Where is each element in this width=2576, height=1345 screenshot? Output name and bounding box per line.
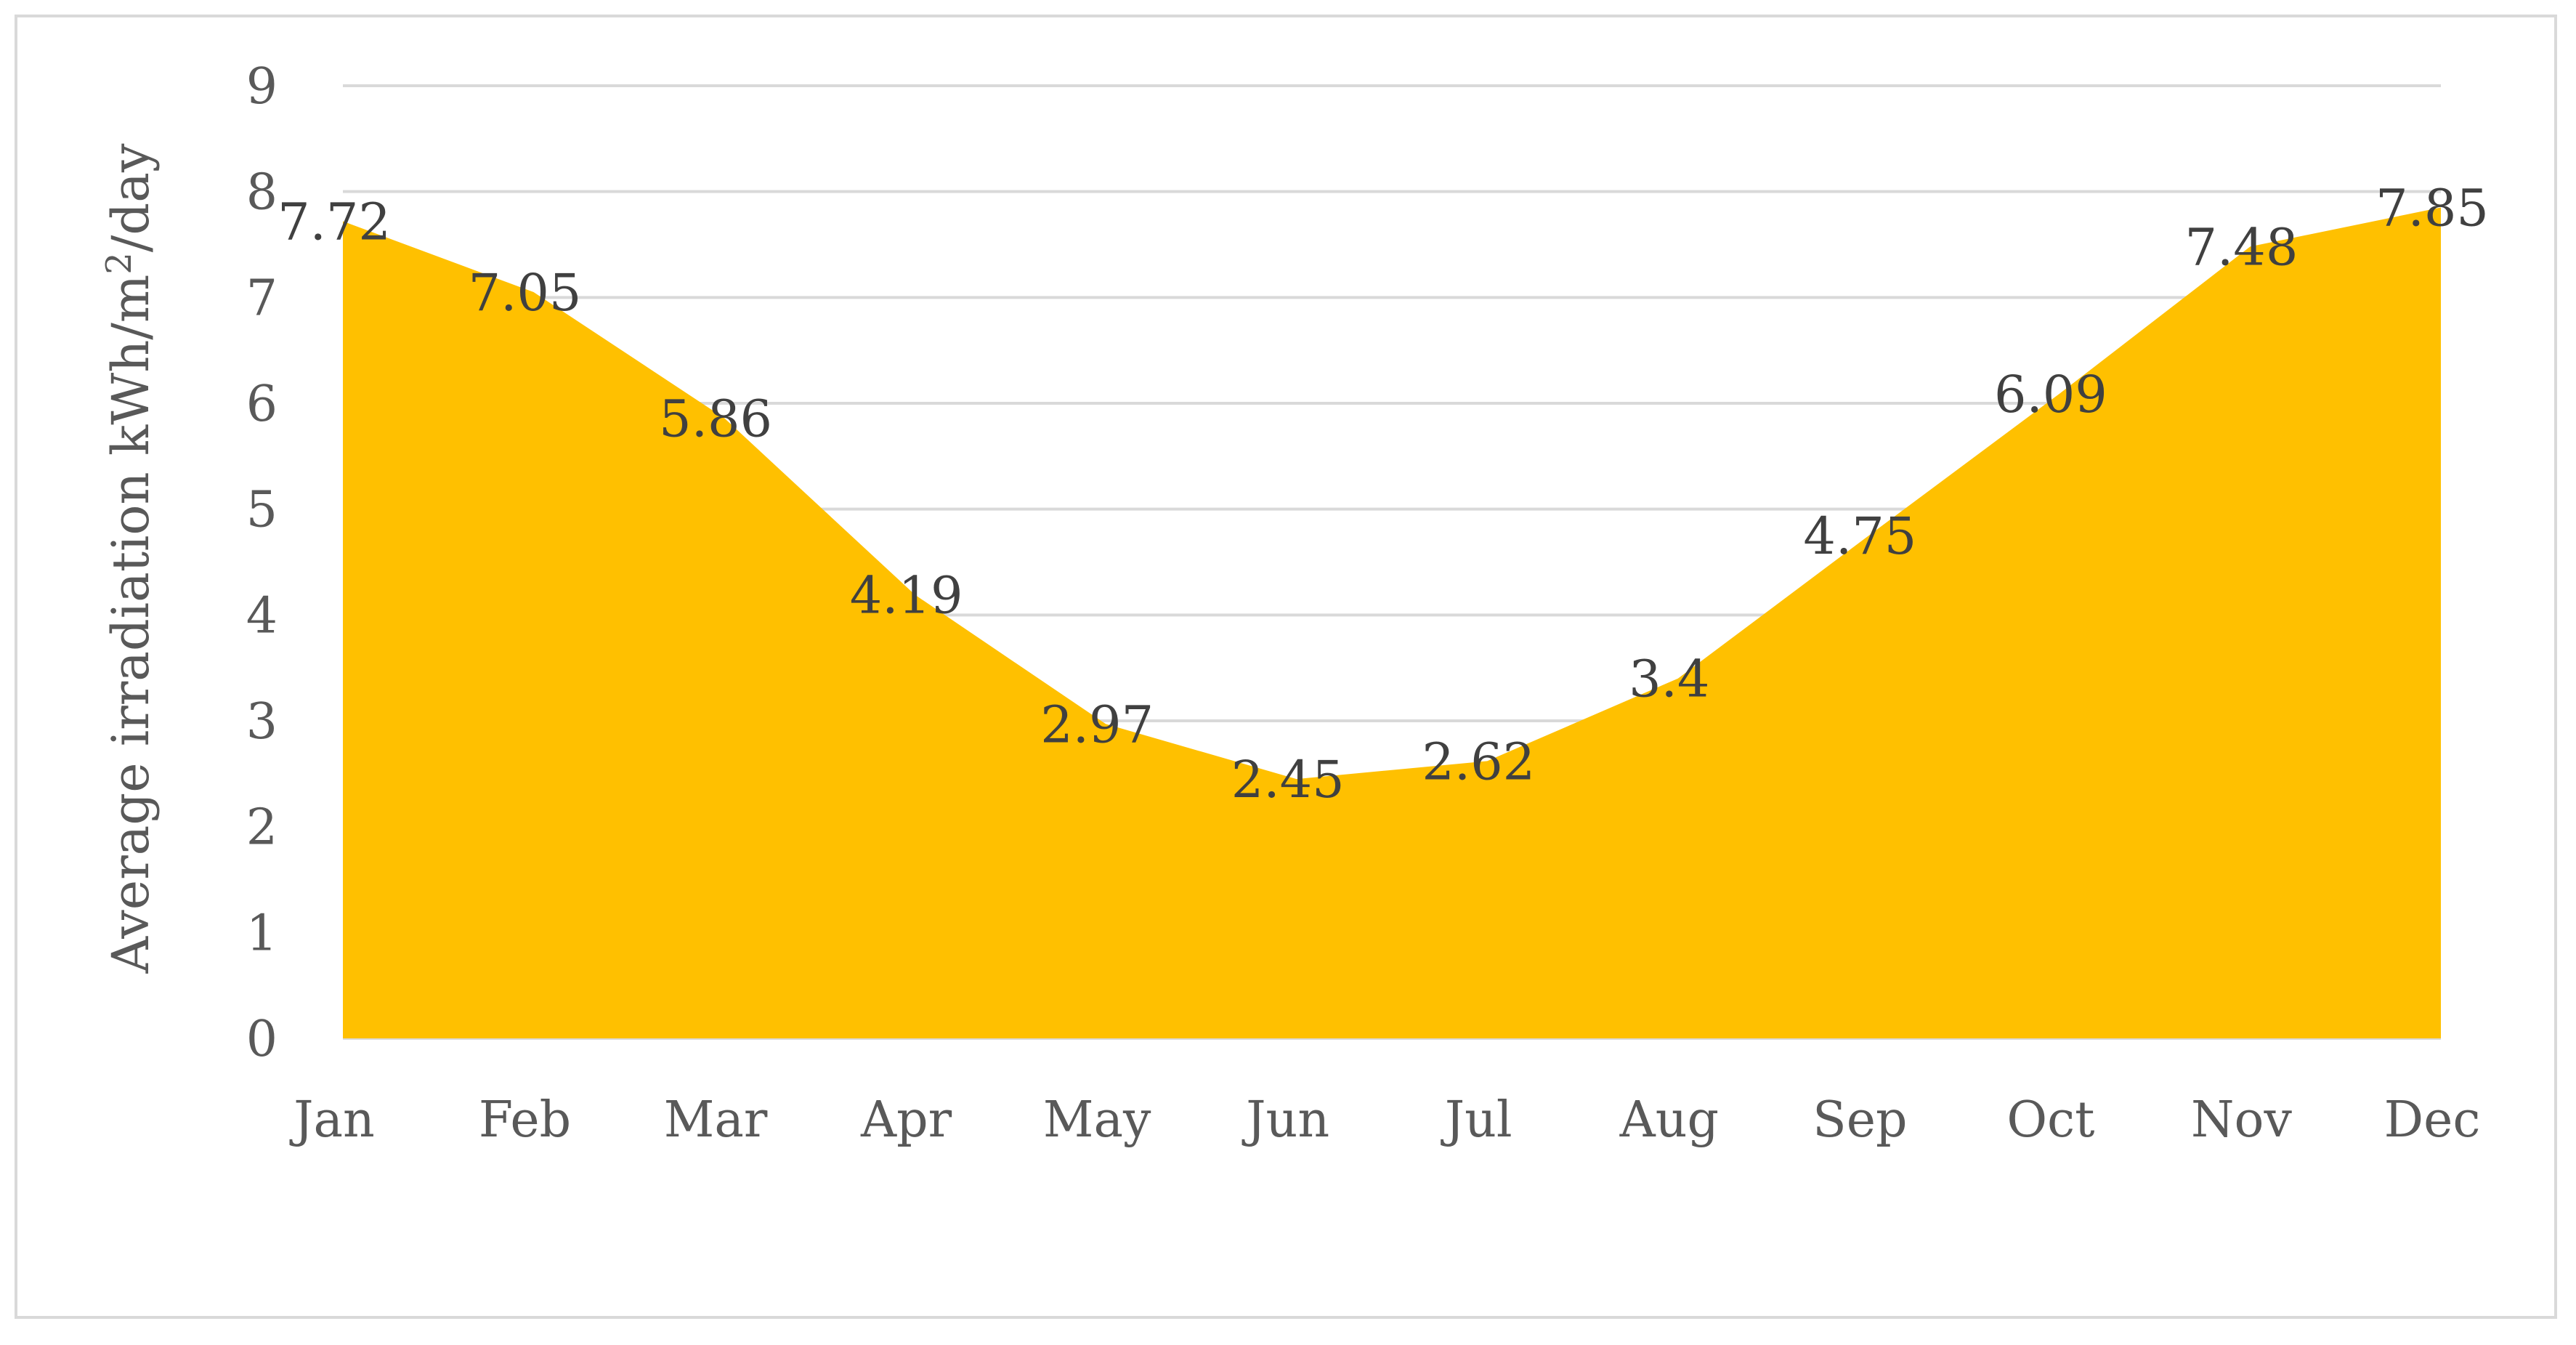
- data-label-dec: 7.85: [2375, 179, 2489, 238]
- y-tick-2: 2: [246, 799, 278, 857]
- y-tick-3: 3: [246, 693, 278, 751]
- data-label-jun: 2.45: [1231, 750, 1345, 809]
- y-tick-7: 7: [246, 270, 278, 327]
- y-axis-title-superscript: 2: [99, 252, 139, 275]
- x-tick-feb: Feb: [479, 1091, 571, 1149]
- y-tick-1: 1: [246, 905, 278, 962]
- data-label-oct: 6.09: [1994, 365, 2107, 424]
- data-label-apr: 4.19: [850, 566, 963, 626]
- data-label-mar: 5.86: [659, 389, 772, 448]
- x-tick-apr: Apr: [860, 1091, 952, 1149]
- y-axis-title: Average irradiation kWh/m2/day: [99, 143, 161, 974]
- chart-svg: 0 1 2 3 4 5 6 7 8 9 Jan Feb Mar Apr May Jun Jul Aug Sep Oc…: [99, 58, 2489, 1149]
- x-tick-aug: Aug: [1619, 1091, 1719, 1149]
- data-label-sep: 4.75: [1803, 506, 1916, 566]
- data-label-jul: 2.62: [1422, 732, 1535, 791]
- irradiation-area: [343, 207, 2441, 1039]
- y-tick-5: 5: [246, 482, 278, 539]
- data-label-feb: 7.05: [469, 263, 582, 323]
- chart-frame: 0 1 2 3 4 5 6 7 8 9 Jan Feb Mar Apr May Jun Jul Aug Sep Oc…: [15, 15, 2557, 1319]
- y-tick-8: 8: [246, 164, 278, 222]
- x-tick-oct: Oct: [2006, 1091, 2094, 1149]
- y-tick-9: 9: [246, 58, 278, 116]
- x-tick-jan: Jan: [289, 1091, 375, 1149]
- y-axis-title-suffix: /day: [101, 143, 161, 252]
- x-axis-ticks: Jan Feb Mar Apr May Jun Jul Aug Sep Oct Nov Dec: [289, 1091, 2480, 1149]
- y-tick-4: 4: [246, 587, 278, 645]
- x-tick-nov: Nov: [2191, 1091, 2292, 1149]
- data-label-aug: 3.4: [1629, 650, 1709, 709]
- x-tick-may: May: [1043, 1091, 1151, 1149]
- data-labels: 7.72 7.05 5.86 4.19 2.97 2.45 2.62 3.4 4.75 6.09 7…: [278, 179, 2489, 810]
- x-tick-mar: Mar: [664, 1091, 768, 1149]
- data-label-nov: 7.48: [2185, 217, 2298, 277]
- x-tick-sep: Sep: [1812, 1091, 1907, 1149]
- x-tick-dec: Dec: [2384, 1091, 2481, 1149]
- x-tick-jul: Jul: [1441, 1091, 1512, 1149]
- y-tick-0: 0: [246, 1011, 278, 1068]
- data-label-may: 2.97: [1040, 695, 1154, 754]
- y-axis-title-prefix: Average irradiation kWh/m: [101, 275, 161, 974]
- y-tick-6: 6: [246, 376, 278, 433]
- y-axis-ticks: 0 1 2 3 4 5 6 7 8 9: [246, 58, 278, 1068]
- x-tick-jun: Jun: [1242, 1091, 1329, 1149]
- data-label-jan: 7.72: [278, 192, 391, 251]
